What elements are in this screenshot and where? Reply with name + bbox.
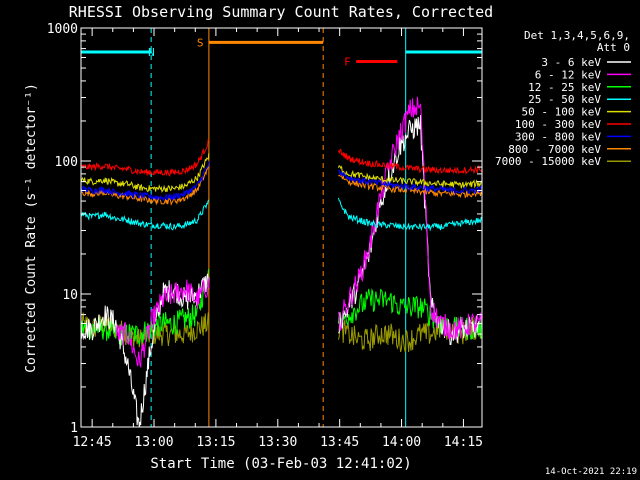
legend-title-line: Att 0 <box>597 41 630 54</box>
series-line <box>337 164 483 189</box>
series-line <box>80 161 210 202</box>
legend-entry-label: 50 - 100 keV <box>522 106 602 119</box>
x-tick-label: 14:15 <box>444 435 483 450</box>
legend-entry-label: 6 - 12 keV <box>535 68 602 81</box>
series-line <box>337 96 483 340</box>
y-tick-label: 1 <box>70 421 78 436</box>
marker-label: N <box>148 46 155 59</box>
series-line <box>80 138 210 177</box>
y-tick-label: 100 <box>55 155 78 170</box>
x-tick-label: 13:15 <box>196 435 235 450</box>
y-tick-label: 1000 <box>47 22 78 37</box>
y-axis: 1 10 100 1000 <box>47 22 482 436</box>
legend-entry-label: 25 - 50 keV <box>528 93 601 106</box>
series-line <box>338 114 483 345</box>
x-tick-label: 14:00 <box>382 435 421 450</box>
series-line <box>80 166 210 207</box>
y-tick-label: 10 <box>62 288 78 303</box>
marker-label: S <box>197 36 204 49</box>
x-axis-label: Start Time (03-Feb-03 12:41:02) <box>150 456 411 472</box>
marker-label: F <box>344 55 351 68</box>
series-line <box>337 316 483 353</box>
legend-entry-label: 12 - 25 keV <box>528 81 601 94</box>
x-tick-label: 12:45 <box>73 435 112 450</box>
x-tick-label: 13:00 <box>134 435 173 450</box>
chart-title: RHESSI Observing Summary Count Rates, Co… <box>69 3 493 21</box>
plot-frame <box>80 27 483 428</box>
legend-entry-label: 800 - 7000 keV <box>508 143 601 156</box>
x-tick-label: 13:30 <box>258 435 297 450</box>
series-line <box>80 199 210 231</box>
series-line <box>80 153 210 193</box>
y-axis-label: Corrected Count Rate (s⁻¹ detector⁻¹) <box>24 83 39 373</box>
x-axis: 12:45 13:00 13:15 13:30 13:45 14:00 14:15 <box>73 28 483 450</box>
legend-entry-label: 7000 - 15000 keV <box>495 155 601 168</box>
footer-timestamp: 14-Oct-2021 22:19 <box>545 467 637 477</box>
legend-entry-label: 3 - 6 keV <box>541 56 601 69</box>
x-tick-label: 13:45 <box>320 435 359 450</box>
legend-entry-label: 100 - 300 keV <box>515 118 601 131</box>
series-line <box>80 268 210 346</box>
series-lines <box>80 96 483 428</box>
series-line <box>337 148 483 175</box>
series-line <box>116 277 210 368</box>
series-line <box>338 169 483 196</box>
series-line <box>337 197 483 232</box>
series-line <box>80 273 210 428</box>
legend-entry-label: 300 - 800 keV <box>515 130 601 143</box>
legend-title-line: Det 1,3,4,5,6,9, <box>524 29 630 42</box>
